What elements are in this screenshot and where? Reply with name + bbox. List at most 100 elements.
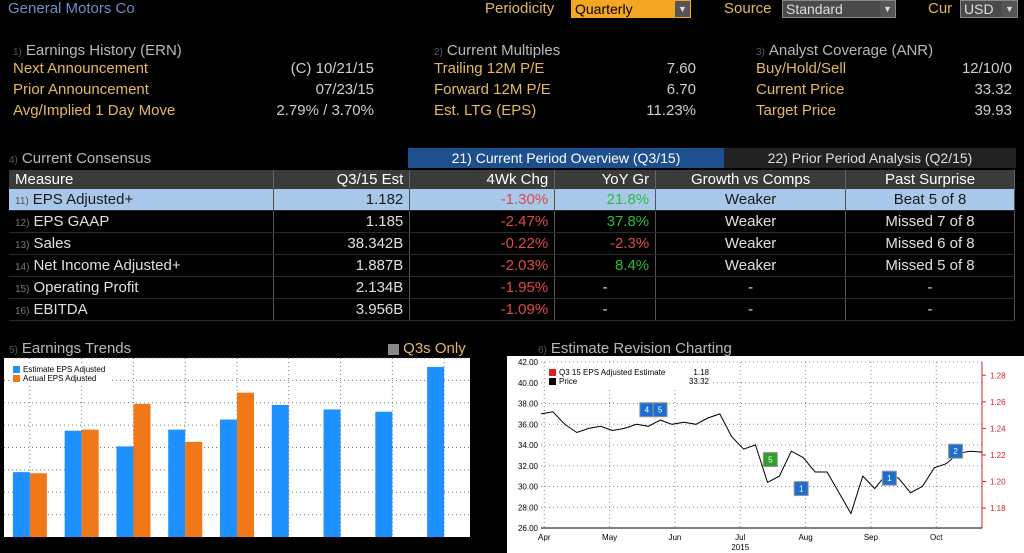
y-tick-label: 1.40 [475, 376, 491, 385]
source-select[interactable]: Standard ▼ [782, 0, 896, 18]
x-tick-label: Jun [668, 533, 681, 542]
earnings-trends-title[interactable]: 5) Earnings Trends [9, 340, 132, 357]
table-row[interactable]: 13) Sales 38.342B -0.22% -2.3% Weaker Mis… [9, 232, 1015, 255]
col-header-yoy-gr[interactable]: YoY Gr [554, 170, 657, 189]
right-tick-label: 1.28 [990, 371, 1006, 380]
consensus-title[interactable]: 4) Current Consensus [9, 150, 152, 167]
consensus-table: Measure Q3/15 Est 4Wk Chg YoY Gr Growth … [9, 170, 1015, 321]
left-tick-label: 36.00 [518, 420, 539, 429]
table-row[interactable]: 16) EBITDA 3.956B -1.09% - - - [9, 298, 1015, 321]
chg-cell: -1.30% [409, 189, 556, 211]
yoy-cell: - [554, 298, 657, 321]
periodicity-value: Quarterly [575, 1, 633, 17]
periodicity-select[interactable]: Quarterly ▼ [571, 0, 691, 18]
bar [133, 403, 151, 537]
bar [29, 473, 47, 537]
left-tick-label: 40.00 [518, 379, 539, 388]
estimate-revision-title[interactable]: 6) Estimate Revision Charting [538, 340, 732, 357]
col-header-measure[interactable]: Measure [9, 170, 275, 189]
x-tick-label: Q2 15 [226, 542, 248, 551]
bar [116, 446, 134, 537]
bar [12, 472, 30, 537]
legend-item-price: Price 33.32 [549, 377, 709, 386]
legend-item-estimate: Estimate EPS Adjusted [13, 365, 105, 374]
source-label: Source [724, 0, 772, 17]
analyst-coverage-title[interactable]: 3) Analyst Coverage (ANR) [756, 42, 934, 59]
chg-cell: -2.47% [409, 210, 556, 233]
chg-cell: -1.09% [409, 298, 556, 321]
legend-swatch [549, 378, 556, 386]
table-row[interactable]: 12) EPS GAAP 1.185 -2.47% 37.8% Weaker Mi… [9, 210, 1015, 233]
col-header-past-surprise[interactable]: Past Surprise [845, 170, 1015, 189]
table-row[interactable]: 11) EPS Adjusted+ 1.182 -1.30% 21.8% Weak… [9, 189, 1015, 211]
growth-cell: Weaker [655, 210, 847, 233]
chg-cell: -1.95% [409, 276, 556, 299]
tab-prior-period[interactable]: 22) Prior Period Analysis (Q2/15) [724, 148, 1016, 168]
surprise-cell: Beat 5 of 8 [845, 189, 1015, 211]
right-tick-label: 1.26 [990, 398, 1006, 407]
estimate-revision-chart: 26.00 28.00 30.00 32.00 34.00 36.00 38.00 40.00… [507, 356, 1024, 553]
event-badge [948, 443, 964, 459]
yoy-cell: -2.3% [554, 232, 657, 255]
event-badge-label: 4 [645, 406, 650, 415]
right-tick-label: 1.24 [990, 424, 1006, 433]
estimate-cell: 2.134B [273, 276, 411, 299]
col-header-growth-vs-comps[interactable]: Growth vs Comps [655, 170, 847, 189]
y-tick-label: 1.60 [475, 356, 491, 363]
measure-cell: 11) EPS Adjusted+ [9, 189, 275, 211]
legend-swatch [549, 369, 556, 377]
x-tick-label: Apr [538, 533, 551, 542]
table-row[interactable]: 15) Operating Profit 2.134B -1.95% - - - [9, 276, 1015, 299]
multiples-row: Trailing 12M P/E 7.60 [434, 60, 696, 77]
y-tick-label: 0.20 [475, 511, 491, 520]
surprise-cell: Missed 5 of 8 [845, 254, 1015, 277]
event-badge [652, 402, 668, 418]
currency-select[interactable]: USD ▼ [960, 0, 1018, 18]
measure-cell: 13) Sales [9, 232, 275, 255]
growth-cell: - [655, 276, 847, 299]
growth-cell: Weaker [655, 254, 847, 277]
table-header-row: Measure Q3/15 Est 4Wk Chg YoY Gr Growth … [9, 170, 1015, 189]
coverage-row: Target Price 39.93 [756, 102, 1012, 119]
y-tick-label: 0.40 [475, 488, 491, 497]
earnings-history-title[interactable]: 1) Earnings History (ERN) [13, 42, 182, 59]
surprise-cell: Missed 7 of 8 [845, 210, 1015, 233]
current-multiples-panel: 2) Current Multiples Trailing 12M P/E 7.6… [434, 42, 696, 123]
left-tick-label: 34.00 [518, 441, 539, 450]
x-year-label: 2015 [731, 543, 749, 552]
q3s-only-toggle[interactable]: Q3s Only [388, 340, 466, 357]
growth-cell: Weaker [655, 232, 847, 255]
yoy-cell: - [554, 276, 657, 299]
yoy-cell: 8.4% [554, 254, 657, 277]
coverage-row: Buy/Hold/Sell 12/10/0 [756, 60, 1012, 77]
bar [271, 404, 289, 537]
bar [323, 409, 341, 537]
bar [427, 366, 445, 537]
x-tick-label: Jul [735, 533, 745, 542]
x-tick-label: Q2 14 [19, 542, 41, 551]
x-tick-label: Q4 14 [123, 542, 145, 551]
estimate-cell: 3.956B [273, 298, 411, 321]
chevron-down-icon: ▼ [675, 1, 690, 17]
estimate-cell: 1.185 [273, 210, 411, 233]
y-tick-label: 1.00 [475, 421, 491, 430]
event-badge [762, 452, 778, 468]
y-tick-label: 0.80 [475, 444, 491, 453]
right-tick-label: 1.22 [990, 451, 1006, 460]
chg-cell: -2.03% [409, 254, 556, 277]
earnings-history-row: Prior Announcement 07/23/15 [13, 81, 374, 98]
col-header-4wk-chg[interactable]: 4Wk Chg [409, 170, 556, 189]
x-tick-label: Q2 16 [433, 542, 455, 551]
earnings-trends-chart: 0.20 0.40 0.60 0.80 1.00 1.20 1.40 1.60 Q2 14 Q3 … [4, 356, 491, 551]
analyst-coverage-panel: 3) Analyst Coverage (ANR) Buy/Hold/Sell 1… [756, 42, 1012, 123]
left-tick-label: 30.00 [518, 483, 539, 492]
right-tick-label: 1.20 [990, 478, 1006, 487]
left-tick-label: 26.00 [518, 524, 539, 533]
tab-current-period[interactable]: 21) Current Period Overview (Q3/15) [408, 148, 724, 168]
checkbox-icon [388, 343, 399, 355]
right-tick-label: 1.18 [990, 504, 1006, 513]
legend-item-estimate: Q3 15 EPS Adjusted Estimate 1.18 [549, 368, 709, 377]
col-header-estimate[interactable]: Q3/15 Est [273, 170, 411, 189]
table-row[interactable]: 14) Net Income Adjusted+ 1.887B -2.03% 8.… [9, 254, 1015, 277]
current-multiples-title[interactable]: 2) Current Multiples [434, 42, 561, 59]
